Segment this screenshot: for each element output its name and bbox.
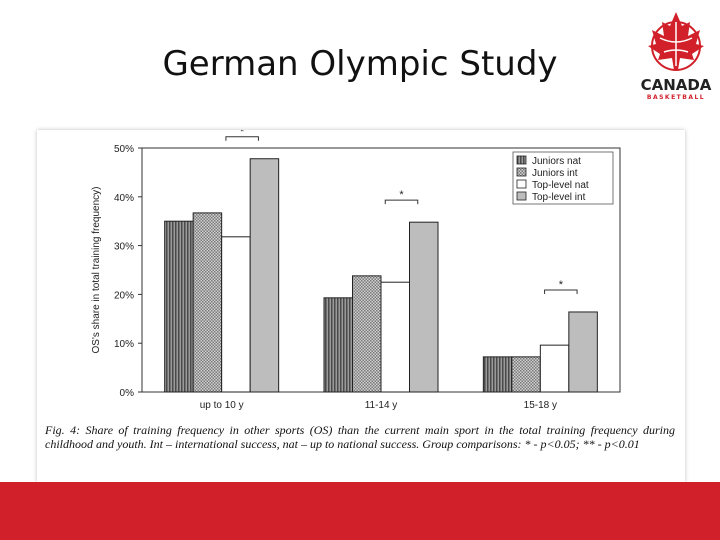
bar-juniors-int bbox=[511, 356, 541, 393]
logo-wordmark: CANADA bbox=[640, 76, 712, 94]
y-axis-label: OS's share in total training frequency) bbox=[91, 187, 102, 354]
significance-bracket bbox=[384, 199, 419, 205]
y-tick-label: 10% bbox=[114, 339, 134, 350]
bar-juniors-nat bbox=[164, 220, 194, 393]
bar-top-level-int bbox=[249, 158, 280, 393]
figure-panel: 0% 10% 20% 30% 40% 50% OS's share in total tra… bbox=[37, 126, 685, 482]
legend-box bbox=[512, 151, 614, 205]
x-tick-label: 11-14 y bbox=[365, 400, 398, 411]
x-tick-label: 15-18 y bbox=[524, 400, 557, 411]
y-tick-label: 50% bbox=[114, 144, 134, 155]
bar-juniors-int bbox=[192, 212, 223, 393]
bar-juniors-nat bbox=[482, 356, 513, 393]
legend-swatch bbox=[516, 167, 527, 177]
bar-top-level-nat bbox=[539, 344, 570, 393]
legend-swatch bbox=[516, 191, 527, 201]
legend-label: Top-level nat bbox=[532, 180, 589, 191]
y-tick-label: 20% bbox=[114, 290, 134, 301]
figure-caption: Fig. 4: Share of training frequency in o… bbox=[45, 423, 675, 451]
significance-bracket bbox=[544, 289, 578, 294]
bar-top-level-int bbox=[409, 221, 439, 393]
canada-basketball-logo: CANADA BASKETBALL bbox=[636, 8, 716, 104]
bar-top-level-nat bbox=[221, 236, 251, 393]
y-tick-label: 30% bbox=[114, 242, 134, 253]
y-tick-label: 40% bbox=[114, 193, 134, 204]
legend-label: Juniors int bbox=[532, 168, 578, 179]
bar-top-level-int bbox=[568, 311, 598, 393]
bar-juniors-int bbox=[352, 275, 382, 393]
legend-label: Top-level int bbox=[532, 192, 586, 203]
significance-marker: * bbox=[399, 189, 404, 201]
legend-label: Juniors nat bbox=[532, 156, 581, 167]
y-tick-label: 0% bbox=[120, 388, 135, 399]
legend-swatch bbox=[516, 155, 527, 165]
x-tick-label: up to 10 y bbox=[200, 400, 244, 411]
bar-top-level-nat bbox=[380, 281, 410, 393]
significance-marker: * bbox=[559, 279, 564, 291]
legend-swatch bbox=[516, 179, 527, 189]
maple-leaf-icon bbox=[648, 12, 704, 71]
significance-marker: * bbox=[240, 130, 245, 138]
significance-bracket bbox=[225, 136, 259, 141]
logo-subtitle: BASKETBALL bbox=[646, 94, 706, 101]
bar-chart: 0% 10% 20% 30% 40% 50% OS's share in total tra… bbox=[91, 126, 621, 411]
slide-title: German Olympic Study bbox=[162, 44, 558, 84]
bar-juniors-nat bbox=[323, 297, 353, 393]
footer-band bbox=[0, 482, 720, 540]
